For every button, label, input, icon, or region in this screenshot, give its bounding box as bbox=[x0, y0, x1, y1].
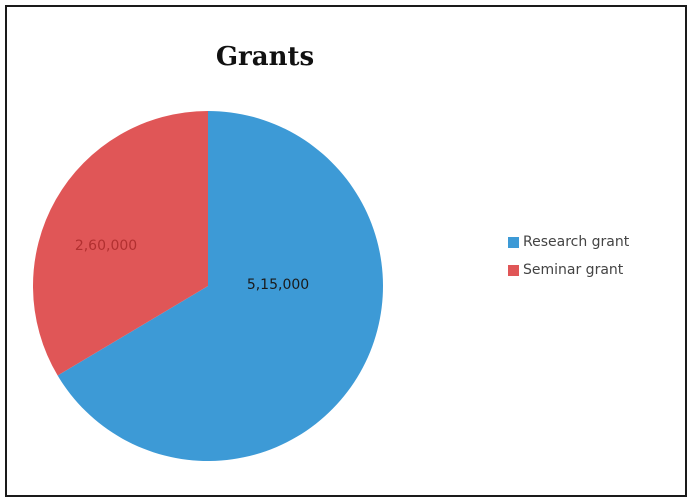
legend-item-research: Research grant bbox=[508, 228, 629, 256]
legend-item-seminar: Seminar grant bbox=[508, 256, 629, 284]
data-label-seminar: 2,60,000 bbox=[75, 238, 137, 254]
legend-label-research: Research grant bbox=[523, 234, 630, 250]
pie-slice-seminar bbox=[32, 110, 209, 376]
legend: Research grant Seminar grant bbox=[508, 228, 629, 284]
legend-swatch-seminar bbox=[508, 264, 519, 276]
data-label-research: 5,15,000 bbox=[247, 277, 309, 293]
legend-label-seminar: Seminar grant bbox=[523, 262, 624, 278]
chart-title: Grants bbox=[215, 42, 315, 72]
pie-slice-research bbox=[57, 111, 384, 461]
legend-swatch-research bbox=[508, 236, 519, 248]
